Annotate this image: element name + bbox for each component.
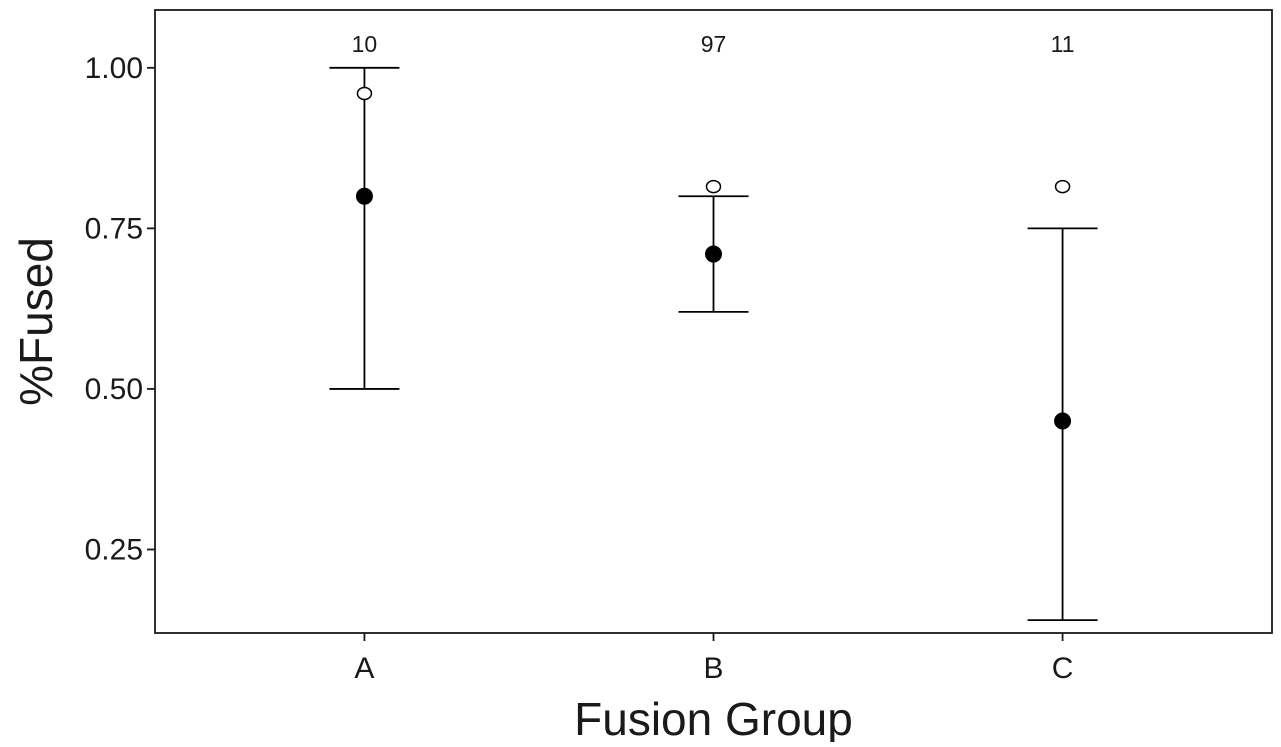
x-tick-label: A bbox=[354, 652, 374, 685]
y-tick-label: 1.00 bbox=[85, 52, 143, 85]
estimate-point bbox=[1054, 412, 1072, 430]
plot-layer: 0.25 0.50 0.75 1.00 A 10 B 97 C 11 bbox=[85, 9, 1273, 685]
y-tick-label: 0.75 bbox=[85, 212, 143, 245]
sample-size-label: 10 bbox=[352, 31, 378, 57]
reference-point bbox=[705, 179, 722, 194]
estimate-point bbox=[355, 187, 373, 205]
y-axis-title: %Fused bbox=[10, 237, 62, 406]
reference-point bbox=[1054, 179, 1071, 194]
y-tick-label: 0.25 bbox=[85, 534, 143, 567]
y-tick-label: 0.50 bbox=[85, 373, 143, 406]
estimate-point bbox=[705, 245, 722, 263]
x-axis-title: Fusion Group bbox=[574, 693, 853, 742]
sample-size-label: 11 bbox=[1051, 31, 1075, 57]
x-tick-label: B bbox=[703, 652, 723, 685]
reference-point bbox=[356, 86, 373, 101]
sample-size-label: 97 bbox=[701, 31, 727, 57]
plot-panel-border bbox=[154, 9, 1273, 634]
x-tick-label: C bbox=[1052, 652, 1074, 685]
